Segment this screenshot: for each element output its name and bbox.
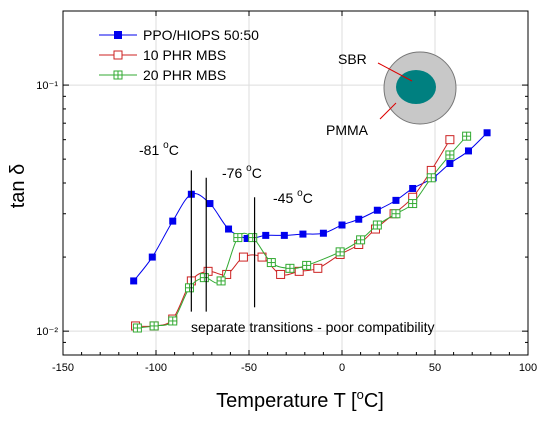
data-point <box>356 235 366 245</box>
data-point <box>276 269 286 279</box>
data-point <box>464 147 472 155</box>
legend-item: PPO/HIOPS 50:50 <box>99 27 259 43</box>
svg-text:-76 oC: -76 oC <box>222 163 262 181</box>
legend-label: 20 PHR MBS <box>143 67 226 83</box>
x-tick-label: 0 <box>339 362 345 374</box>
series-2 <box>131 135 455 331</box>
data-point <box>372 220 382 230</box>
transition-label-76: -76 oC <box>222 163 262 181</box>
data-point <box>446 160 454 168</box>
data-point <box>243 234 251 242</box>
legend: PPO/HIOPS 50:50 10 PHR MBS 20 PHR MBS <box>99 27 259 83</box>
data-point <box>302 260 312 270</box>
data-point <box>184 283 194 293</box>
data-point <box>285 263 295 273</box>
series-line <box>135 139 451 327</box>
data-point <box>319 229 327 237</box>
legend-item: 10 PHR MBS <box>99 47 226 63</box>
data-point <box>233 233 243 243</box>
series-line <box>133 132 488 282</box>
data-point <box>148 253 156 261</box>
data-point <box>262 231 270 239</box>
data-point <box>355 215 363 223</box>
data-point <box>216 276 226 286</box>
y-tick-label: 10⁻² <box>36 326 58 338</box>
legend-marker <box>113 70 123 80</box>
x-axis-title: Temperature T [oC] <box>216 387 384 412</box>
data-point <box>248 233 258 243</box>
data-point <box>391 209 401 219</box>
data-point <box>132 323 142 333</box>
bottom-annotation: separate transitions - poor compatibilit… <box>191 319 435 335</box>
data-point <box>335 247 345 257</box>
plot-frame <box>62 10 529 356</box>
data-point <box>238 252 248 262</box>
y-axis-title: tan δ <box>7 164 29 209</box>
data-point <box>169 217 177 225</box>
data-point <box>445 135 455 145</box>
data-point <box>445 150 455 160</box>
svg-text:-45 oC: -45 oC <box>273 188 313 206</box>
transition-markers <box>190 170 256 312</box>
data-point <box>257 252 267 262</box>
pmma-label: PMMA <box>326 122 369 138</box>
x-tick-label: -150 <box>52 362 74 374</box>
axis-ticks: -150 -100 -50 0 50 100 10⁻² 10⁻¹ <box>36 11 537 374</box>
sbr-label: SBR <box>338 51 367 67</box>
x-tick-label: -50 <box>241 362 257 374</box>
grid <box>63 11 528 355</box>
svg-text:Temperature T [oC]: Temperature T [oC] <box>216 387 384 412</box>
transition-label-45: -45 oC <box>273 188 313 206</box>
data-point <box>206 200 214 208</box>
data-point <box>280 231 288 239</box>
x-tick-label: 100 <box>519 362 537 374</box>
x-tick-label: -100 <box>145 362 167 374</box>
data-point <box>130 277 138 285</box>
data-point <box>462 131 472 141</box>
data-point <box>483 129 491 137</box>
core-shell-inset: SBR PMMA <box>326 51 457 138</box>
data-point <box>299 230 307 238</box>
data-point <box>338 221 346 229</box>
y-tick-label: 10⁻¹ <box>36 80 58 92</box>
pmma-pointer <box>379 102 397 120</box>
svg-text:-81 oC: -81 oC <box>139 140 179 158</box>
legend-marker <box>113 50 123 60</box>
legend-item: 20 PHR MBS <box>99 67 226 83</box>
x-tick-label: 50 <box>429 362 441 374</box>
legend-label: 10 PHR MBS <box>143 47 226 63</box>
data-point <box>294 266 304 276</box>
data-point <box>168 316 178 326</box>
data-point <box>373 206 381 214</box>
data-point <box>426 165 436 175</box>
data-point <box>149 321 159 331</box>
data-point <box>199 273 209 283</box>
data-point <box>266 258 276 268</box>
data-point <box>409 184 417 192</box>
series-3 <box>132 131 472 333</box>
data-point <box>313 263 323 273</box>
data-point <box>426 173 436 183</box>
data-point <box>408 199 418 209</box>
legend-marker <box>114 31 122 39</box>
sbr-core <box>396 70 436 104</box>
series-layer <box>130 129 491 333</box>
data-point <box>225 225 233 233</box>
data-point <box>222 269 232 279</box>
legend-label: PPO/HIOPS 50:50 <box>143 27 259 43</box>
data-point <box>392 196 400 204</box>
transition-label-81: -81 oC <box>139 140 179 158</box>
sbr-pointer <box>377 62 413 82</box>
